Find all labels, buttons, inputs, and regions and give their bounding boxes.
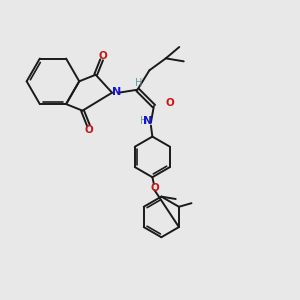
Text: H: H <box>140 116 147 126</box>
Text: H: H <box>135 78 142 88</box>
Text: N: N <box>112 87 121 97</box>
Text: O: O <box>98 51 107 61</box>
Text: O: O <box>165 98 174 108</box>
Text: N: N <box>143 116 152 126</box>
Text: O: O <box>84 125 93 135</box>
Text: O: O <box>150 183 159 193</box>
